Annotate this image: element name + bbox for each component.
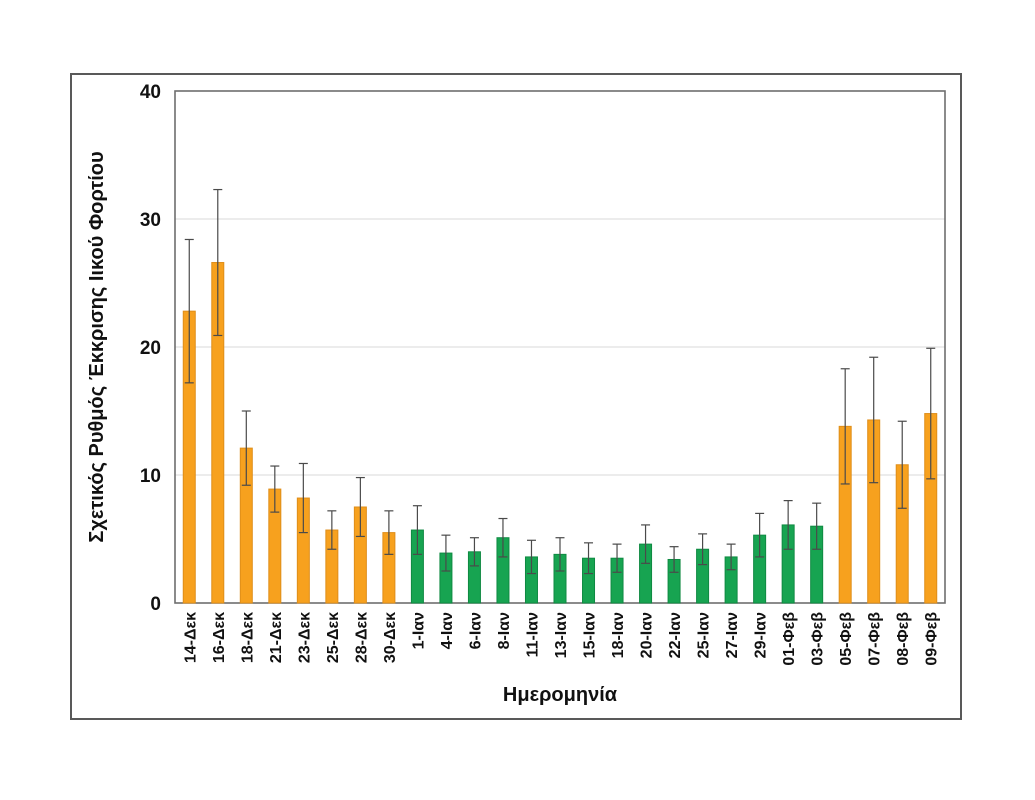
gridlines (174, 90, 946, 604)
y-axis-title: Σχετικός Ρυθμός Έκκρισης Ιικού Φορτίου (86, 151, 108, 542)
y-tick-label: 30 (140, 210, 161, 231)
x-tick-label: 25-Δεκ (325, 612, 342, 663)
y-axis-tick-labels: 0 10 20 30 40 (140, 82, 161, 615)
x-tick-label: 30-Δεκ (382, 612, 399, 663)
x-tick-label: 22-Ιαν (667, 612, 684, 658)
x-tick-label: 18-Δεκ (239, 612, 256, 663)
x-tick-label: 03-Φεβ (810, 612, 827, 666)
x-tick-label: 14-Δεκ (182, 612, 199, 663)
x-tick-label: 05-Φεβ (838, 612, 855, 666)
x-tick-label: 01-Φεβ (781, 612, 798, 666)
y-tick-label: 10 (140, 466, 161, 487)
x-tick-label: 25-Ιαν (696, 612, 713, 658)
x-tick-label: 16-Δεκ (211, 612, 228, 663)
x-tick-label: 21-Δεκ (268, 612, 285, 663)
x-tick-label: 15-Ιαν (582, 612, 599, 658)
x-tick-label: 11-Ιαν (524, 612, 541, 658)
x-tick-label: 13-Ιαν (553, 612, 570, 658)
x-tick-label: 09-Φεβ (924, 612, 941, 666)
x-tick-label: 8-Ιαν (496, 612, 513, 650)
x-axis-title: Ημερομηνία (503, 684, 618, 706)
error-bars (184, 188, 936, 575)
y-tick-label: 0 (150, 594, 161, 615)
x-tick-label: 1-Ιαν (410, 612, 427, 650)
x-tick-label: 08-Φεβ (895, 612, 912, 666)
x-tick-label: 29-Ιαν (753, 612, 770, 658)
x-axis-tick-labels: 14-Δεκ 16-Δεκ 18-Δεκ 21-Δεκ 23-Δεκ 25-Δεκ 28-Δ… (182, 612, 940, 666)
y-tick-label: 40 (140, 82, 161, 103)
x-tick-label: 28-Δεκ (353, 612, 370, 663)
x-tick-label: 18-Ιαν (610, 612, 627, 658)
x-tick-label: 23-Δεκ (296, 612, 313, 663)
x-tick-label: 27-Ιαν (724, 612, 741, 658)
x-tick-label: 07-Φεβ (867, 612, 884, 666)
x-tick-label: 6-Ιαν (467, 612, 484, 650)
x-tick-label: 20-Ιαν (639, 612, 656, 658)
bars (182, 262, 938, 604)
y-tick-label: 20 (140, 338, 161, 359)
x-tick-label: 4-Ιαν (439, 612, 456, 650)
